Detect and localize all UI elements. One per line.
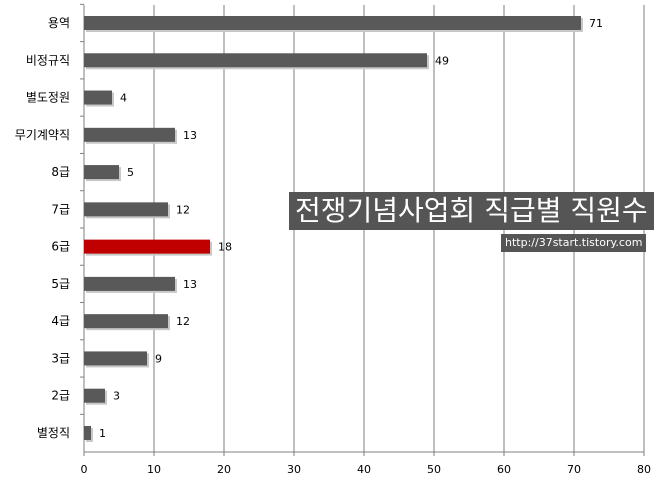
category-label: 비정규직	[26, 53, 70, 67]
category-label: 4급	[51, 314, 70, 328]
bar	[84, 53, 427, 68]
category-label: 용역	[48, 16, 70, 30]
category-label: 5급	[51, 277, 70, 291]
watermark-url: http://37start.tistory.com	[501, 234, 647, 252]
bar	[84, 16, 581, 30]
x-tick-label: 0	[81, 463, 88, 476]
bar	[84, 351, 147, 366]
data-label: 13	[183, 129, 197, 142]
category-label: 별도정원	[26, 91, 70, 105]
category-label: 별정직	[37, 426, 70, 440]
category-label: 6급	[51, 240, 70, 254]
x-tick-label: 30	[287, 463, 301, 476]
data-label: 13	[183, 278, 197, 291]
category-label: 8급	[51, 165, 70, 179]
data-label: 18	[218, 241, 232, 254]
bar	[84, 165, 119, 180]
x-tick-label: 60	[497, 463, 511, 476]
data-label: 4	[120, 92, 127, 105]
category-label: 2급	[51, 389, 70, 403]
data-label: 71	[589, 17, 603, 30]
x-tick-label: 50	[427, 463, 441, 476]
x-tick-label: 80	[637, 463, 651, 476]
bar-highlight	[84, 239, 210, 254]
bar	[84, 388, 105, 403]
data-label: 9	[155, 352, 162, 365]
watermark-title: 전쟁기념사업회 직급별 직원수	[289, 192, 654, 230]
x-tick-label: 40	[357, 463, 371, 476]
data-label: 1	[99, 427, 106, 440]
category-label: 무기계약직	[15, 127, 70, 142]
bar	[84, 90, 112, 105]
bar	[84, 314, 168, 329]
data-label: 3	[113, 390, 120, 403]
category-label: 3급	[51, 351, 70, 365]
data-label: 12	[176, 315, 190, 328]
data-label: 12	[176, 203, 190, 216]
data-label: 49	[435, 54, 449, 67]
x-tick-label: 20	[217, 463, 231, 476]
bar	[84, 276, 175, 291]
category-label: 7급	[51, 202, 70, 216]
bar	[84, 425, 91, 440]
bar	[84, 127, 175, 142]
x-tick-label: 10	[147, 463, 161, 476]
bar	[84, 202, 168, 217]
data-label: 5	[127, 166, 134, 179]
x-tick-label: 70	[567, 463, 581, 476]
